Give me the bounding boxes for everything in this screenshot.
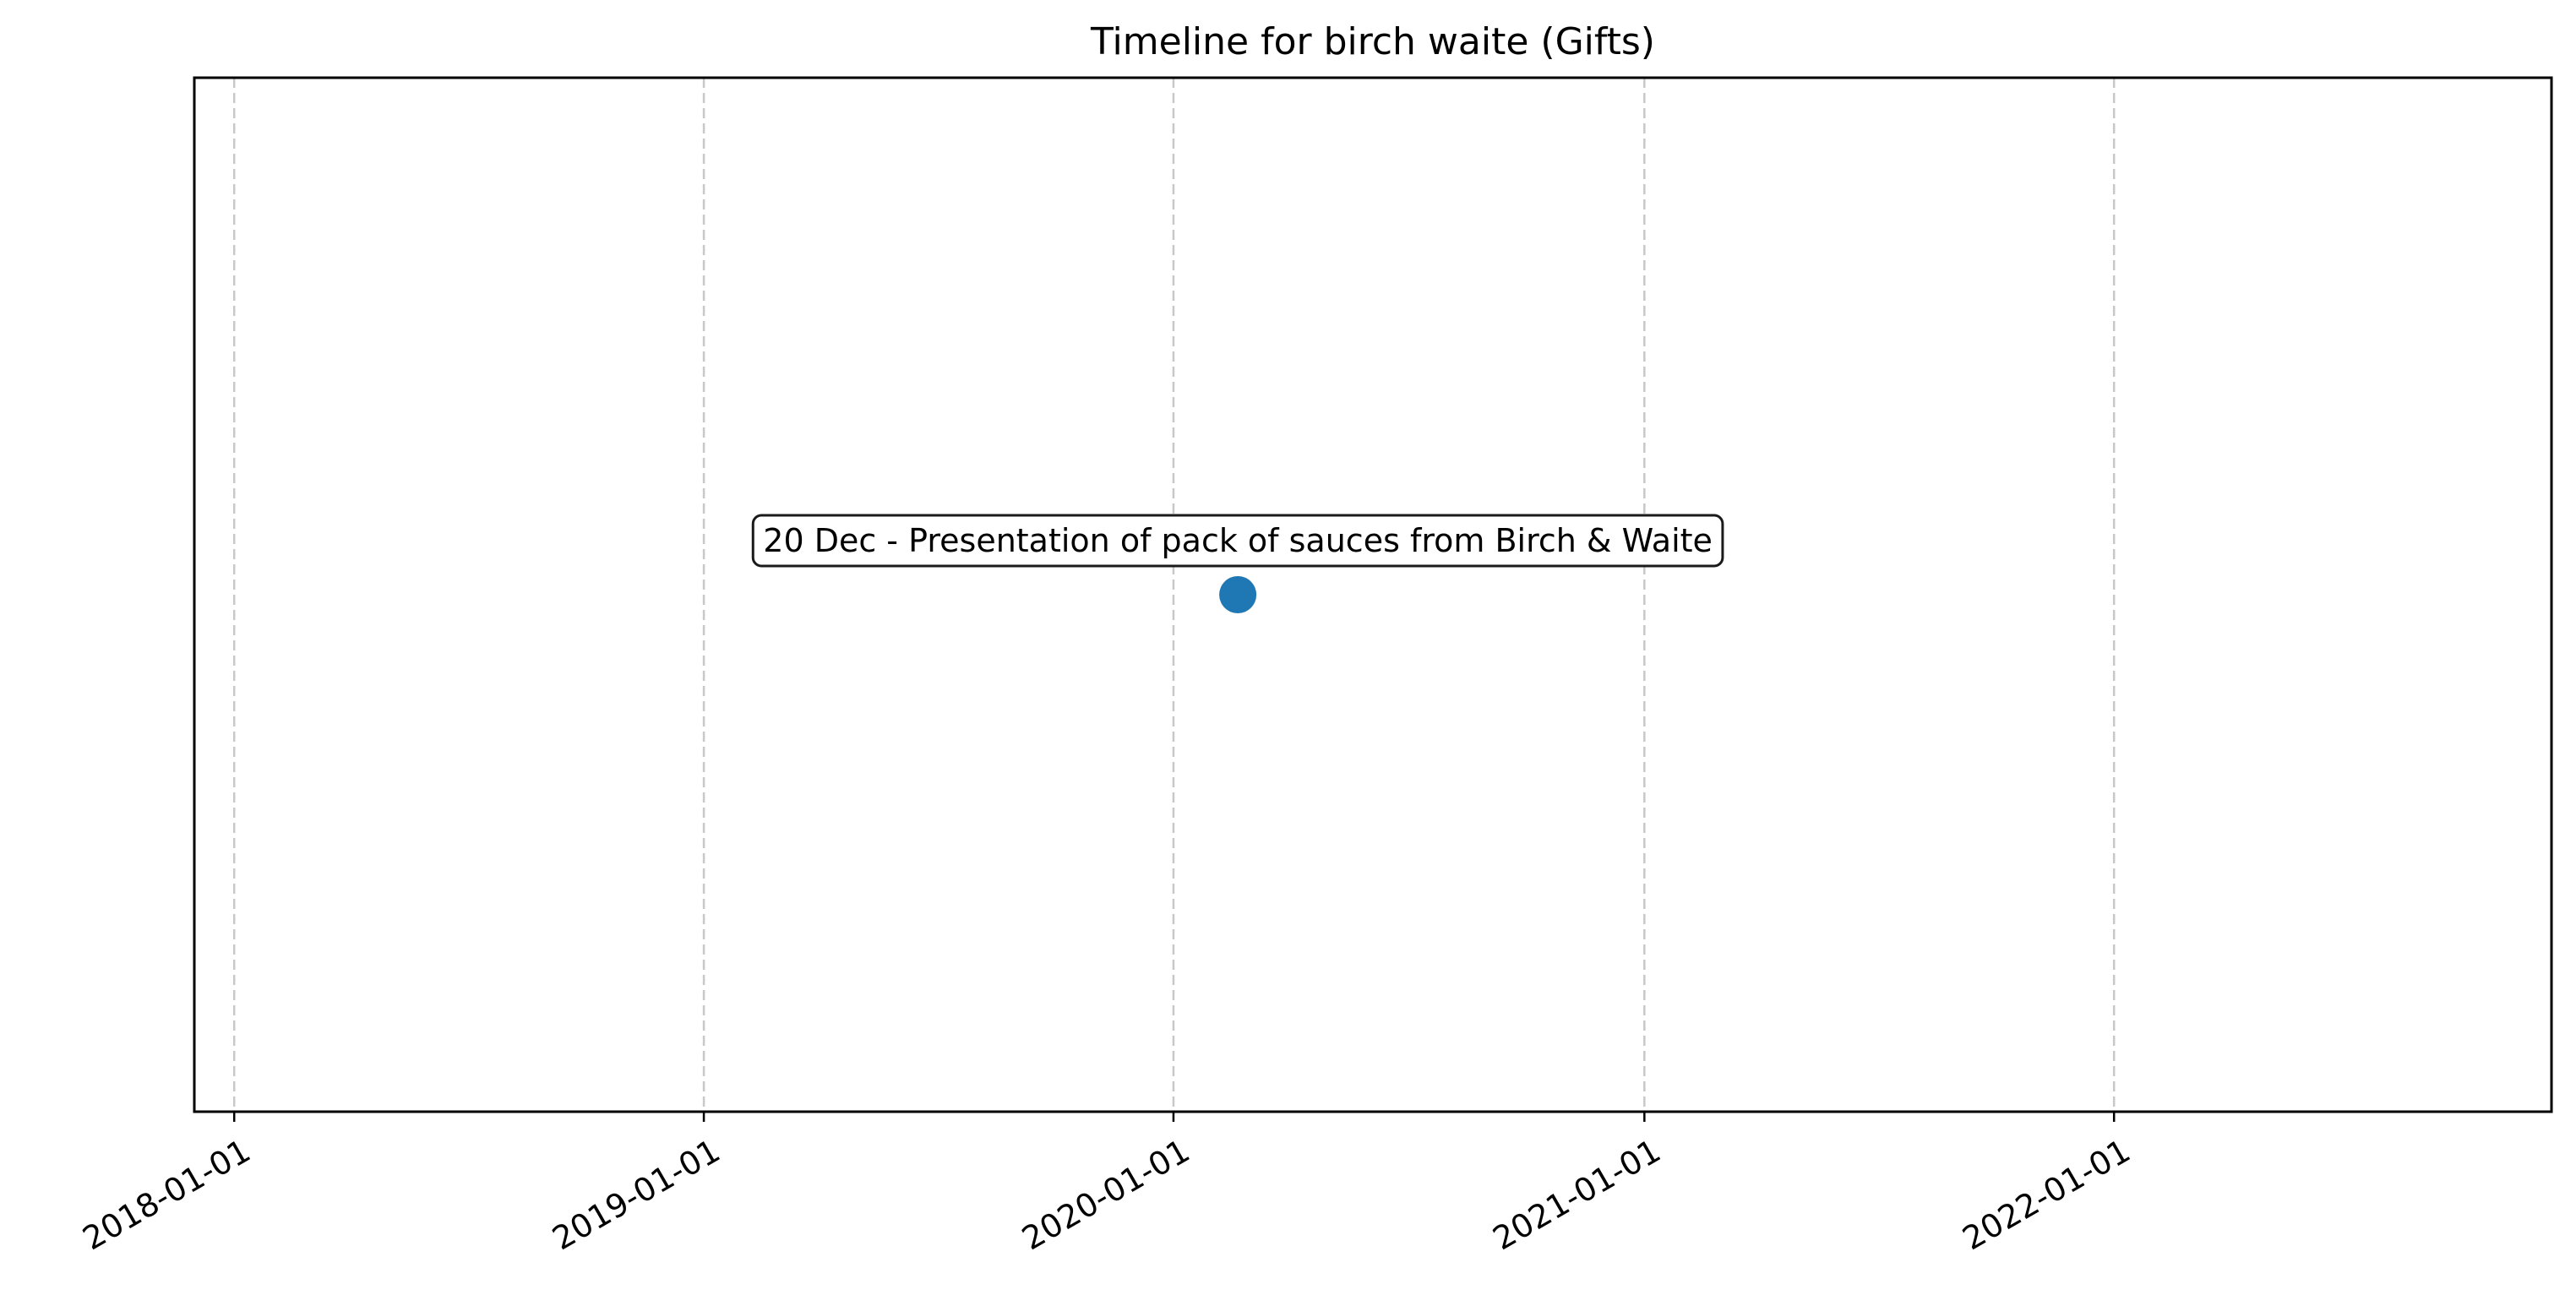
grid-lines [232, 78, 2116, 1112]
plot-frame [193, 76, 2553, 1113]
event-annotation: 20 Dec - Presentation of pack of sauces … [751, 514, 1724, 568]
event-label-box [751, 514, 1724, 568]
data-points: 20 Dec - Presentation of pack of sauces … [751, 514, 1724, 613]
event-point [1219, 576, 1257, 613]
event-label: 20 Dec - Presentation of pack of sauces … [763, 522, 1713, 559]
chart-title: Timeline for birch waite (Gifts) [1090, 20, 1655, 63]
